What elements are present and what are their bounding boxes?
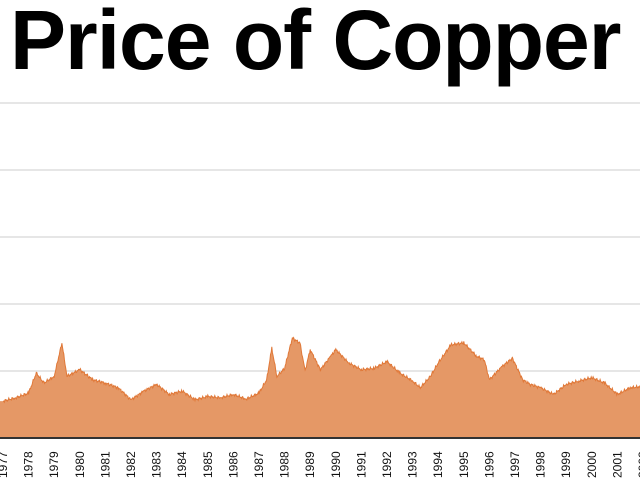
x-tick-label: 2002 <box>636 451 640 478</box>
x-tick-label: 1999 <box>559 451 573 478</box>
x-tick-label: 1984 <box>175 451 189 478</box>
x-tick-label: 2001 <box>610 451 624 478</box>
x-tick-label: 1982 <box>124 451 138 478</box>
x-tick-label: 1987 <box>252 451 266 478</box>
chart-title: Price of Copper <box>10 0 621 87</box>
x-tick-label: 1993 <box>406 451 420 478</box>
x-tick-label: 1979 <box>47 451 61 478</box>
gridlines <box>0 102 640 372</box>
x-tick-label: 1977 <box>0 451 10 478</box>
x-tick-label: 1995 <box>457 451 471 478</box>
x-tick-label: 1985 <box>201 451 215 478</box>
x-tick-label: 1978 <box>22 451 36 478</box>
area-fill-edge <box>0 401 3 438</box>
price-area <box>0 336 640 438</box>
x-tick-label: 1988 <box>278 451 292 478</box>
x-tick-label: 2000 <box>585 451 599 478</box>
x-tick-label: 1981 <box>98 451 112 478</box>
x-tick-label: 1997 <box>508 451 522 478</box>
x-tick-label: 1986 <box>226 451 240 478</box>
x-tick-label: 1996 <box>482 451 496 478</box>
price-line <box>3 336 640 404</box>
x-tick-labels: 1977 1978 1979 1980 1981 1982 1983 1984 1985 1986… <box>0 451 640 478</box>
x-tick-label: 1992 <box>380 451 394 478</box>
x-tick-label: 1998 <box>534 451 548 478</box>
area-fill <box>3 337 640 438</box>
x-tick-label: 1991 <box>354 451 368 478</box>
x-tick-label: 1990 <box>329 451 343 478</box>
x-tick-label: 1980 <box>73 451 87 478</box>
x-tick-label: 1989 <box>303 451 317 478</box>
x-tick-label: 1983 <box>150 451 164 478</box>
x-tick-label: 1994 <box>431 451 445 478</box>
